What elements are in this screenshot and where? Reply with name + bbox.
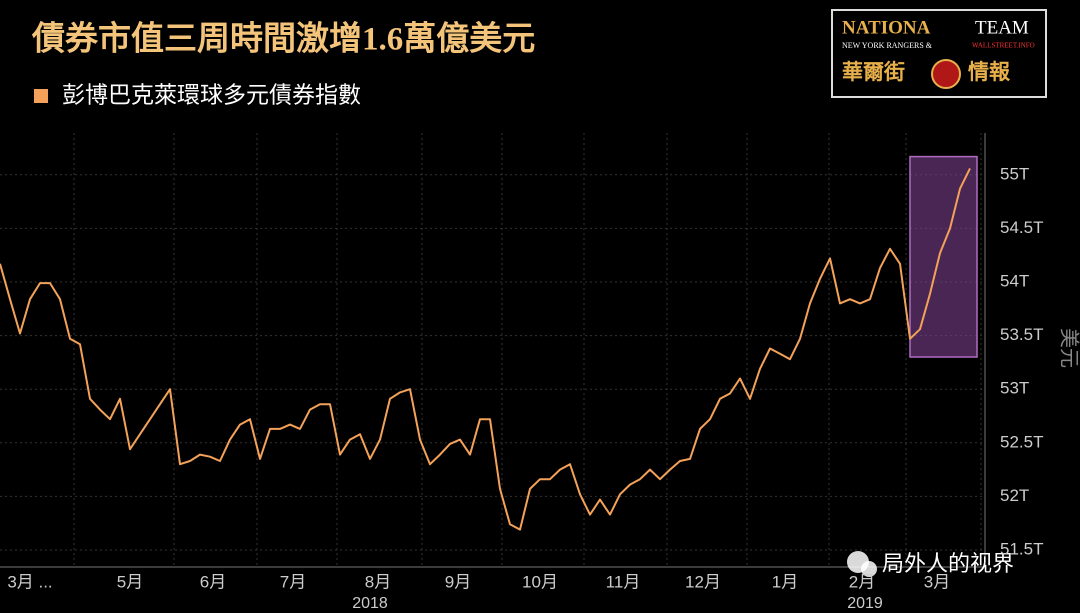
x-tick-label: 7月	[280, 572, 306, 591]
x-tick-label: 3月 ...	[7, 572, 52, 591]
chart-title: 債券市值三周時間激增1.6萬億美元	[31, 20, 535, 58]
logo-seal	[931, 59, 961, 89]
logo-text: NEW YORK RANGERS &	[842, 41, 933, 50]
y-axis-label: 美元	[1058, 328, 1080, 368]
legend-swatch	[34, 89, 48, 103]
x-tick-label: 8月	[365, 572, 391, 591]
x-group-label: 2018	[352, 595, 388, 612]
y-tick-label: 52T	[1000, 486, 1029, 505]
logo-text: WALLSTREET.INFO	[972, 42, 1035, 50]
y-tick-label: 52.5T	[1000, 432, 1043, 451]
x-tick-label: 5月	[117, 572, 143, 591]
logo: NATIONA TEAM NEW YORK RANGERS & WALLSTRE…	[831, 9, 1047, 98]
y-tick-label: 54T	[1000, 271, 1029, 290]
x-tick-label: 2月	[849, 572, 875, 591]
y-tick-label: 51.5T	[1000, 539, 1043, 558]
logo-text: 華爾街	[842, 60, 905, 84]
legend-label: 彭博巴克萊環球多元債券指數	[62, 82, 361, 107]
x-tick-label: 9月	[445, 572, 471, 591]
x-tick-label: 1月	[772, 572, 798, 591]
x-tick-label: 12月	[685, 572, 721, 591]
logo-text: 情報	[968, 60, 1011, 84]
watermark: 局外人的视界	[847, 551, 1014, 577]
y-tick-label: 53.5T	[1000, 325, 1043, 344]
data-line	[0, 167, 971, 531]
watermark-text: 局外人的视界	[882, 551, 1014, 576]
plot-area	[0, 133, 985, 565]
logo-text: TEAM	[975, 17, 1029, 38]
y-tick-label: 55T	[1000, 164, 1029, 183]
x-group-label: 2019	[847, 595, 883, 612]
x-tick-label: 6月	[200, 572, 226, 591]
watermark-icon	[861, 561, 877, 577]
y-tick-label: 54.5T	[1000, 218, 1043, 237]
logo-text: NATIONA	[842, 17, 931, 38]
y-tick-label: 53T	[1000, 379, 1029, 398]
x-tick-label: 10月	[522, 572, 558, 591]
x-tick-label: 3月	[924, 572, 950, 591]
x-tick-label: 11月	[606, 572, 641, 591]
